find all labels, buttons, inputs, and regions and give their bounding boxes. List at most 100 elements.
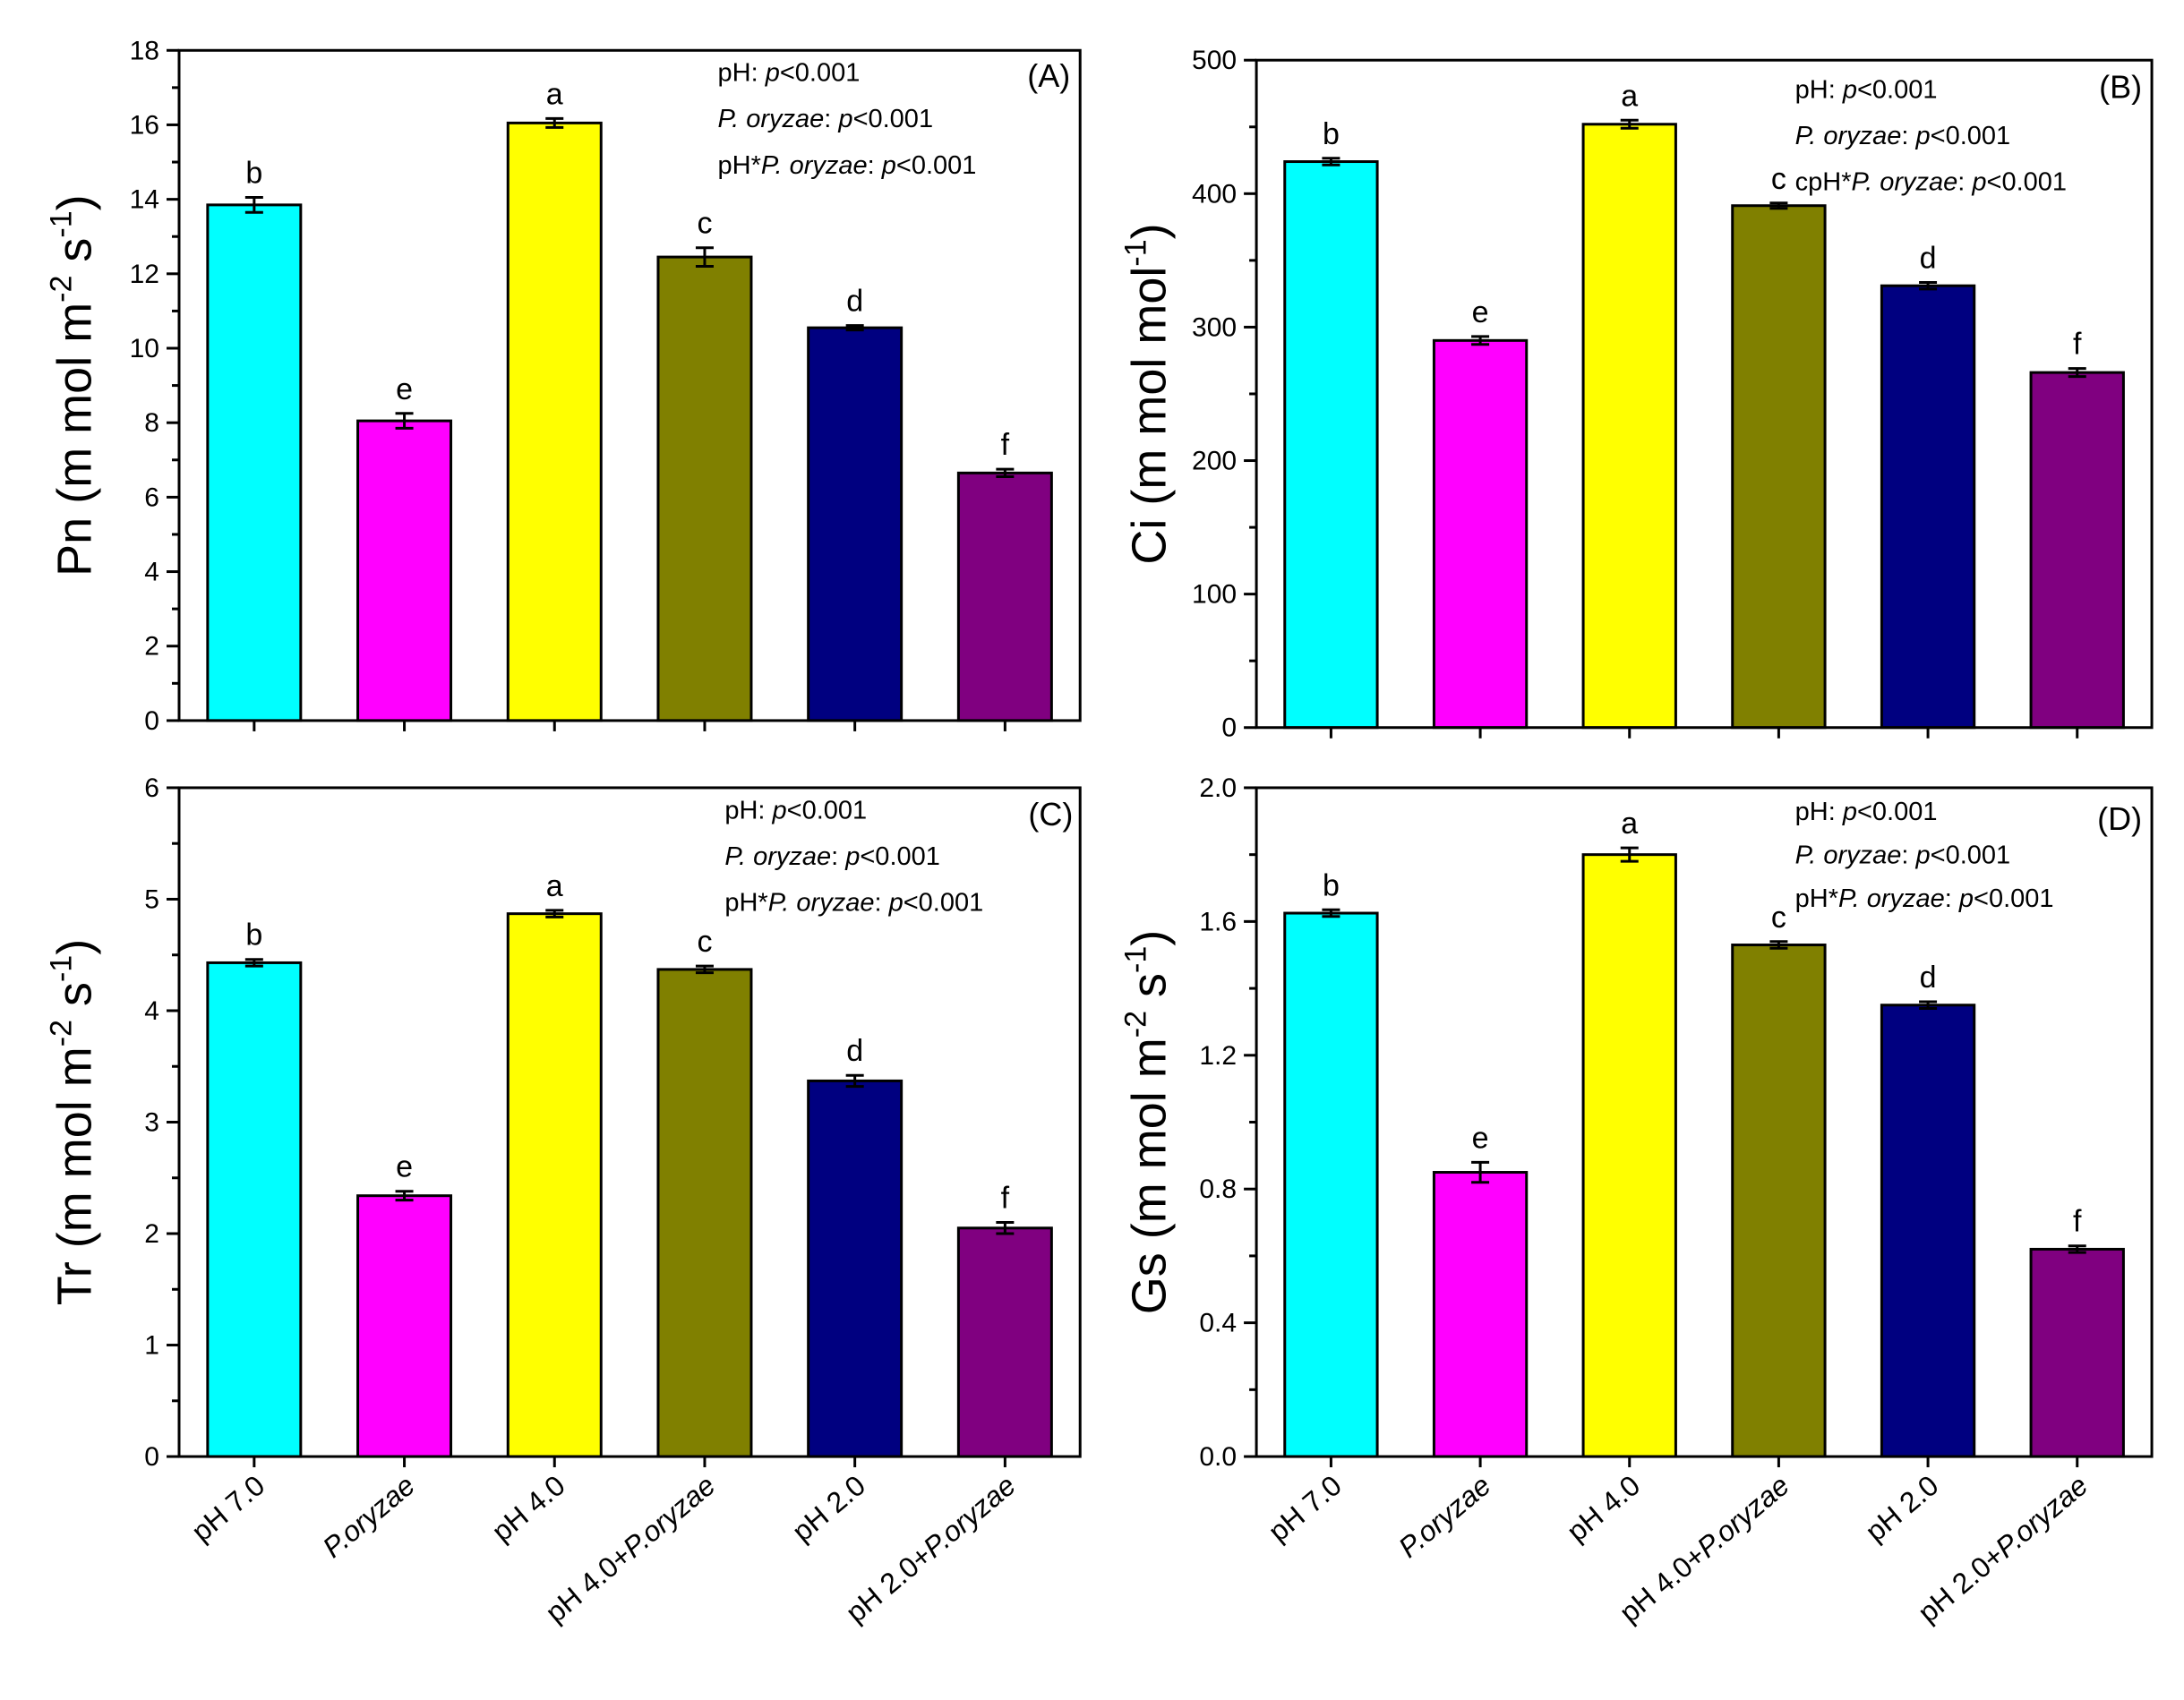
y-tick-label: 100 <box>1192 580 1237 610</box>
chart-panel-a: b e a c d f 0 2 4 6 8 10 12 14 16 18 Pn (m mol m-2 s-1) p… <box>45 36 1082 736</box>
significance-letter: d <box>1920 961 1937 995</box>
y-tick-label: 0 <box>1221 713 1237 743</box>
stats-annotation: P. oryzae: p<0.001 <box>718 105 934 133</box>
y-tick-label: 16 <box>130 110 159 140</box>
bar <box>1731 944 1827 1458</box>
y-tick-label: 2.0 <box>1199 773 1237 803</box>
x-category-label: pH 4.0 <box>1561 1469 1646 1548</box>
bar <box>1880 1004 1976 1458</box>
y-tick-label: 0.4 <box>1199 1309 1237 1338</box>
x-category-label: P.oryzae <box>316 1469 421 1564</box>
significance-letter: a <box>546 869 563 903</box>
stats-annotation: pH: p<0.001 <box>1795 798 1938 826</box>
y-tick-label: 0.8 <box>1199 1175 1237 1204</box>
y-tick-label: 3 <box>144 1107 159 1137</box>
stats-annotation: pH: p<0.001 <box>718 59 861 88</box>
bar <box>206 961 303 1458</box>
y-tick-label: 6 <box>144 773 159 803</box>
bar <box>807 1079 904 1458</box>
significance-letter: c <box>1771 901 1786 935</box>
bar <box>1581 123 1677 730</box>
stats-annotation: P. oryzae: p<0.001 <box>1795 122 2011 150</box>
bar <box>1581 853 1677 1458</box>
y-tick-label: 10 <box>130 334 159 363</box>
y-axis-title: Tr (m mol m-2 s-1) <box>45 939 102 1305</box>
y-tick-label: 500 <box>1192 46 1237 75</box>
stats-annotation: cpH*P. oryzae: p<0.001 <box>1795 168 2067 197</box>
significance-letter: f <box>1001 428 1010 462</box>
x-category-label: P.oryzae <box>1392 1469 1497 1564</box>
y-tick-label: 300 <box>1192 312 1237 342</box>
y-tick-label: 4 <box>144 996 159 1026</box>
bar <box>1283 911 1379 1458</box>
significance-letter: e <box>1472 1121 1489 1155</box>
bar <box>506 121 603 722</box>
y-tick-label: 400 <box>1192 179 1237 209</box>
bar <box>206 203 303 722</box>
y-axis-title: Gs (m mol m-2 s-1) <box>1119 930 1177 1314</box>
bar <box>2029 371 2125 730</box>
y-tick-label: 1.2 <box>1199 1041 1237 1071</box>
panel-label: (B) <box>2099 68 2142 105</box>
stats-annotation: pH: p<0.001 <box>1795 75 1938 104</box>
significance-letter: c <box>697 207 712 241</box>
y-tick-label: 0 <box>144 1442 159 1472</box>
stats-annotation: pH*P. oryzae: p<0.001 <box>724 888 983 917</box>
significance-letter: f <box>1001 1182 1010 1216</box>
significance-letter: e <box>396 372 413 406</box>
stats-annotation: pH: p<0.001 <box>724 796 867 824</box>
y-tick-label: 200 <box>1192 447 1237 476</box>
x-category-label: pH 2.0 <box>1859 1469 1944 1548</box>
y-tick-label: 2 <box>144 1219 159 1249</box>
x-category-label: pH 4.0 <box>485 1469 570 1548</box>
y-tick-label: 5 <box>144 884 159 914</box>
y-tick-label: 6 <box>144 483 159 512</box>
y-tick-label: 1.6 <box>1199 907 1237 936</box>
chart-panel-b: b e a c d f 0 100 200 300 400 500 Ci (m mol mol-1) pH… <box>1119 46 2154 743</box>
stats-annotation: pH*P. oryzae: p<0.001 <box>1795 884 2054 913</box>
y-tick-label: 14 <box>130 185 159 215</box>
significance-letter: d <box>1920 241 1937 275</box>
y-tick-label: 0 <box>144 706 159 736</box>
stats-annotation: P. oryzae: p<0.001 <box>724 842 940 871</box>
plot-frame <box>1255 58 2154 730</box>
significance-letter: b <box>1323 868 1340 902</box>
y-tick-label: 18 <box>130 36 159 65</box>
significance-letter: d <box>846 285 863 319</box>
bar <box>2029 1247 2125 1458</box>
significance-letter: a <box>1621 79 1638 113</box>
significance-letter: d <box>846 1034 863 1068</box>
bar <box>1283 160 1379 730</box>
bar <box>1432 338 1529 730</box>
significance-letter: e <box>396 1150 413 1184</box>
significance-letter: f <box>2073 328 2082 362</box>
bar <box>956 471 1053 722</box>
y-tick-label: 1 <box>144 1331 159 1361</box>
panel-label: (D) <box>2097 800 2142 837</box>
bar <box>656 255 753 722</box>
significance-letter: a <box>1621 807 1638 841</box>
panel-label: (A) <box>1027 57 1070 94</box>
y-axis-title: Ci (m mol mol-1) <box>1119 223 1177 564</box>
bar <box>1731 204 1827 730</box>
significance-letter: f <box>2073 1205 2082 1239</box>
x-category-label: pH 2.0 <box>786 1469 871 1548</box>
bar <box>506 912 603 1458</box>
y-tick-label: 12 <box>130 260 159 289</box>
y-tick-label: 4 <box>144 558 159 587</box>
bar <box>807 326 904 722</box>
panel-label: (C) <box>1028 796 1073 833</box>
bar <box>1880 284 1976 730</box>
bar <box>356 419 453 722</box>
y-tick-label: 0.0 <box>1199 1442 1237 1472</box>
bar <box>956 1226 1053 1458</box>
significance-letter: b <box>245 918 262 953</box>
y-tick-label: 8 <box>144 408 159 438</box>
significance-letter: c <box>1771 162 1786 196</box>
significance-letter: b <box>245 157 262 191</box>
significance-letter: e <box>1472 295 1489 329</box>
significance-letter: b <box>1323 117 1340 151</box>
bar <box>656 968 753 1458</box>
